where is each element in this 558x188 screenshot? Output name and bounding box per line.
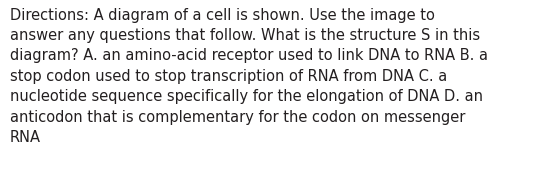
Text: Directions: A diagram of a cell is shown. Use the image to
answer any questions : Directions: A diagram of a cell is shown… [10,8,488,145]
